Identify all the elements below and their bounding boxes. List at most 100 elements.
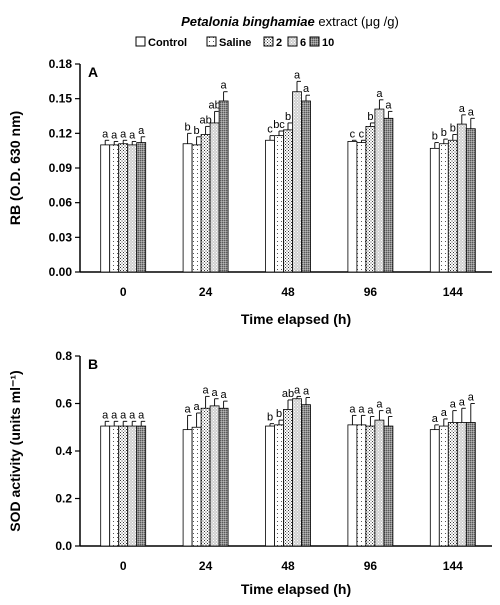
significance-label: c xyxy=(350,128,356,140)
significance-label: a xyxy=(129,409,136,421)
bar xyxy=(191,426,202,547)
significance-label: a xyxy=(102,409,109,421)
significance-label: a xyxy=(303,83,310,95)
significance-label: a xyxy=(194,401,201,413)
bar xyxy=(218,100,229,273)
bar xyxy=(438,143,449,273)
significance-label: b xyxy=(432,131,438,143)
bar xyxy=(356,142,367,273)
legend-label: Saline xyxy=(219,37,251,49)
significance-label: a xyxy=(120,409,127,421)
significance-label: a xyxy=(138,409,145,421)
significance-label: a xyxy=(111,409,118,421)
significance-label: a xyxy=(185,403,192,415)
significance-label: b xyxy=(267,412,273,424)
significance-label: ab xyxy=(208,99,220,111)
significance-label: a xyxy=(468,106,475,118)
y-tick-label: 0.4 xyxy=(55,444,72,458)
legend-swatch xyxy=(309,36,320,47)
significance-label: a xyxy=(203,384,210,396)
bar xyxy=(283,129,293,273)
bar xyxy=(109,425,120,547)
significance-label: a xyxy=(367,405,374,417)
significance-label: b xyxy=(194,125,200,137)
significance-label: a xyxy=(120,128,127,140)
bar xyxy=(200,134,211,273)
bar xyxy=(447,139,458,273)
significance-label: a xyxy=(432,413,439,425)
x-tick-label: 24 xyxy=(199,559,213,573)
x-tick-label: 96 xyxy=(364,285,378,299)
bar xyxy=(374,108,385,273)
bar xyxy=(365,425,376,547)
bar xyxy=(365,126,376,273)
bar xyxy=(356,424,367,547)
bar xyxy=(301,100,311,273)
significance-label: a xyxy=(358,403,365,415)
y-tick-label: 0.2 xyxy=(55,492,72,506)
legend-label: 2 xyxy=(276,37,282,49)
bar xyxy=(218,407,229,547)
legend-swatch xyxy=(206,36,217,47)
x-tick-label: 24 xyxy=(199,285,213,299)
significance-label: a xyxy=(129,129,136,141)
bar xyxy=(265,139,275,273)
significance-label: c xyxy=(359,128,365,140)
x-axis-title: Time elapsed (h) xyxy=(241,581,351,597)
x-tick-label: 0 xyxy=(120,559,127,573)
panel-letter: B xyxy=(88,356,98,372)
significance-label: a xyxy=(459,396,466,408)
bar xyxy=(209,122,220,273)
significance-label: b xyxy=(441,127,447,139)
significance-label: a xyxy=(468,392,475,404)
y-tick-label: 0.00 xyxy=(49,265,73,279)
significance-label: b xyxy=(185,121,191,133)
legend-label: 6 xyxy=(300,37,306,49)
y-tick-label: 0.8 xyxy=(55,349,72,363)
bar xyxy=(127,144,138,273)
significance-label: a xyxy=(138,125,145,137)
bar xyxy=(127,425,138,547)
bar xyxy=(100,425,111,547)
bar xyxy=(182,429,193,547)
significance-label: b xyxy=(450,122,456,134)
bar xyxy=(447,422,458,547)
x-tick-label: 48 xyxy=(281,285,295,299)
bar xyxy=(456,123,467,273)
significance-label: c xyxy=(267,124,273,136)
bar xyxy=(118,425,129,547)
significance-label: ab xyxy=(282,388,294,400)
significance-label: a xyxy=(441,407,448,419)
bar xyxy=(191,144,202,273)
panel-letter: A xyxy=(88,64,98,80)
significance-label: a xyxy=(385,405,392,417)
x-axis-title: Time elapsed (h) xyxy=(241,311,351,327)
bar xyxy=(292,398,302,547)
significance-label: a xyxy=(111,129,118,141)
significance-label: a xyxy=(294,384,301,396)
bar xyxy=(200,407,211,547)
significance-label: a xyxy=(221,80,228,92)
significance-label: b xyxy=(276,408,282,420)
significance-label: a xyxy=(102,128,109,140)
bar xyxy=(347,424,358,547)
legend-label: Control xyxy=(148,37,187,49)
species-name: Petalonia binghamiae xyxy=(181,14,315,29)
bar xyxy=(109,144,120,273)
bar xyxy=(100,144,111,273)
legend-swatch xyxy=(263,36,274,47)
legend-label: 10 xyxy=(322,37,334,49)
x-tick-label: 144 xyxy=(443,285,463,299)
panel-b: 0.0 0.2 0.4 0.6 0.8 SOD activity (units ml⁻¹)… xyxy=(7,349,492,597)
bar xyxy=(429,147,440,273)
x-tick-label: 96 xyxy=(364,559,378,573)
bar xyxy=(136,142,147,273)
y-tick-label: 0.12 xyxy=(49,126,73,140)
y-tick-label: 0.06 xyxy=(49,196,73,210)
bar xyxy=(456,422,467,547)
bar xyxy=(347,141,358,273)
bar xyxy=(465,128,476,273)
significance-label: a xyxy=(303,386,310,398)
y-axis-title: RB (O.D. 630 nm) xyxy=(7,111,23,225)
